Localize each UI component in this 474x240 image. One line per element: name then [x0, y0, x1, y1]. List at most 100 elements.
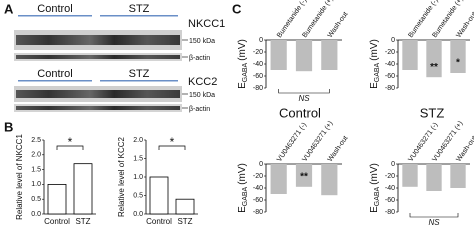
bar — [450, 40, 466, 73]
x-tick-label: Wash-out — [455, 135, 474, 163]
panel-label: C — [232, 1, 242, 16]
bar — [402, 40, 418, 70]
y-axis-label: EGABA(mV) — [369, 163, 381, 213]
group-title: Control — [279, 105, 321, 120]
significance-bracket — [56, 145, 84, 150]
y-tick-label: -80 — [385, 209, 395, 216]
note-label: NS — [428, 218, 440, 227]
protein-label: KCC2 — [188, 76, 217, 88]
y-tick-label: -40 — [385, 185, 395, 192]
y-axis-label: EGABA(mV) — [237, 163, 249, 213]
y-tick-label: 2.5 — [31, 137, 41, 144]
y-tick-label: 0 — [259, 37, 263, 44]
y-tick-label: 0.5 — [133, 192, 143, 199]
y-label-unit: (mV) — [369, 39, 380, 61]
y-tick-label: -20 — [253, 49, 263, 56]
y-tick-label: -40 — [385, 61, 395, 68]
note-bracket — [409, 213, 459, 218]
y-tick-label: -20 — [253, 173, 263, 180]
bar — [47, 183, 67, 215]
y-tick-label: -80 — [253, 85, 263, 92]
y-label-main: E — [369, 82, 380, 89]
column-label: Control — [37, 68, 72, 80]
column-label: Control — [37, 3, 72, 15]
blot-band — [16, 35, 180, 45]
y-tick-label: -80 — [385, 85, 395, 92]
bar — [270, 40, 287, 70]
y-tick-label: 0.0 — [31, 211, 41, 218]
blot-band — [16, 55, 180, 59]
significance-label: * — [170, 135, 175, 149]
y-tick-label: -40 — [253, 185, 263, 192]
significance-label: * — [68, 135, 73, 149]
significance-label: * — [456, 58, 460, 69]
y-axis-label: EGABA(mV) — [369, 39, 381, 89]
y-label-main: E — [369, 206, 380, 213]
y-tick-label: -20 — [385, 49, 395, 56]
marker-label: 150 kDa — [189, 92, 215, 99]
x-tick-label: STZ — [75, 217, 90, 226]
y-label-unit: (mV) — [237, 163, 248, 185]
y-tick-label: 0.5 — [31, 196, 41, 203]
x-tick-label: Wash-out — [327, 11, 350, 39]
bar — [295, 40, 313, 72]
y-tick-label: -80 — [253, 209, 263, 216]
y-tick-label: 0 — [259, 161, 263, 168]
bar — [295, 164, 313, 187]
significance-bracket — [158, 145, 186, 150]
y-tick-label: 0 — [391, 161, 395, 168]
panel-label: A — [4, 1, 14, 16]
bar — [321, 40, 338, 70]
y-tick-label: 0.0 — [133, 211, 143, 218]
y-tick-label: -20 — [385, 173, 395, 180]
y-tick-label: 1.5 — [31, 166, 41, 173]
bar — [73, 163, 93, 215]
column-line — [18, 80, 92, 82]
y-label-sub: GABA — [374, 62, 381, 82]
blot-band — [16, 90, 180, 98]
y-axis-label: EGABA(mV) — [237, 39, 249, 89]
note-bracket — [278, 89, 330, 94]
y-tick-label: -60 — [385, 197, 395, 204]
x-tick-label: Control — [146, 217, 172, 226]
x-tick-label: STZ — [177, 217, 192, 226]
y-tick-label: 2.0 — [133, 137, 143, 144]
column-line — [100, 15, 178, 17]
y-tick-label: -60 — [253, 197, 263, 204]
loading-label: β-actin — [189, 106, 210, 113]
bar — [175, 198, 195, 215]
y-label-sub: GABA — [242, 62, 249, 82]
bar — [402, 164, 418, 187]
x-tick-label: Control — [44, 217, 70, 226]
panel-label: B — [4, 119, 13, 134]
bar — [149, 176, 169, 215]
y-label-unit: (mV) — [237, 39, 248, 61]
bar — [426, 40, 442, 78]
y-label-sub: GABA — [242, 186, 249, 206]
y-tick-label: 1.5 — [133, 155, 143, 162]
column-line — [18, 15, 92, 17]
bar — [270, 164, 287, 194]
group-title: STZ — [420, 105, 445, 120]
column-label: STZ — [129, 3, 150, 15]
bar — [450, 164, 466, 188]
significance-label: ** — [430, 62, 438, 73]
y-tick-label: -60 — [253, 73, 263, 80]
column-label: STZ — [129, 68, 150, 80]
marker-label: 150 kDa — [189, 38, 215, 45]
blot-band — [16, 106, 180, 110]
y-label-main: E — [237, 206, 248, 213]
column-line — [100, 80, 178, 82]
note-label: NS — [298, 94, 310, 103]
bar — [426, 164, 442, 191]
y-label-main: E — [237, 82, 248, 89]
x-tick-label: Wash-out — [455, 11, 474, 39]
y-axis-label: Relative level of KCC2 — [117, 136, 126, 217]
y-tick-label: 1.0 — [31, 181, 41, 188]
y-tick-label: 1.0 — [133, 174, 143, 181]
y-label-unit: (mV) — [369, 163, 380, 185]
y-tick-label: -40 — [253, 61, 263, 68]
protein-label: NKCC1 — [188, 18, 225, 30]
y-tick-label: -60 — [385, 73, 395, 80]
